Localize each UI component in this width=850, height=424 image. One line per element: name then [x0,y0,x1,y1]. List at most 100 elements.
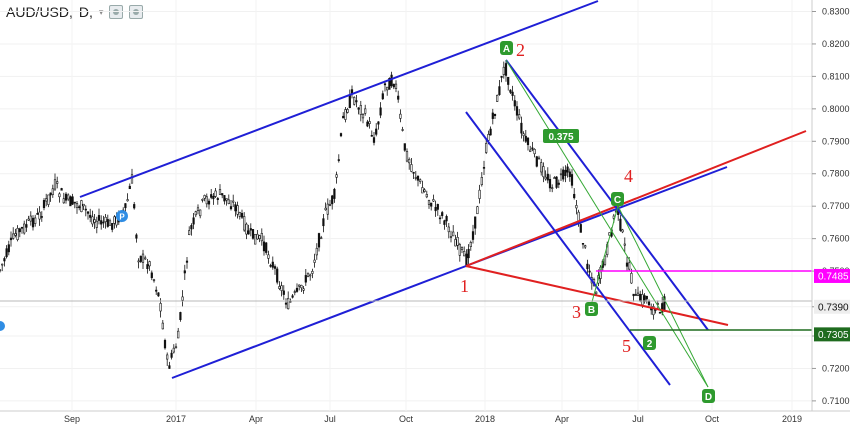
wave-label-3: 3 [572,302,581,322]
candle-body [465,253,468,267]
edge-marker [0,321,5,331]
candle-body [238,212,241,217]
candle-body [438,217,442,220]
candle-body [276,268,279,283]
symbol-title[interactable]: AUD/USD [6,4,70,20]
wave-label-2: 2 [516,40,525,60]
candle-body [645,295,648,300]
candle-body [529,149,532,152]
candle-body [262,241,266,252]
candle-body [392,83,395,88]
candle-body [511,91,514,96]
candle-body [291,295,294,298]
price-tick-label: 0.8000 [822,104,850,114]
candle-body [36,213,39,215]
candle-body [342,115,345,119]
candle-body [315,247,318,256]
candle-body [619,218,622,231]
candle-body [324,207,327,211]
candle-body [168,365,171,369]
candle-body [148,261,151,267]
price-axis[interactable]: 0.8300 0.8200 0.8100 0.8000 0.7900 0.7800 0.77… [811,0,850,411]
close-icon[interactable] [129,5,144,19]
candle-body [25,224,28,228]
candle-body [12,233,15,239]
candle-body [86,211,90,214]
candle-body [137,260,140,263]
settings-icon[interactable] [109,5,124,19]
candle-body [386,86,389,91]
fib-line-ad [505,59,709,388]
candle-body [34,217,37,224]
candle-body [445,216,448,222]
candle-body [346,109,349,113]
candle-body [320,237,323,240]
marker-2: 2 [643,336,656,350]
red-trend-line-up [465,130,807,267]
time-tick-label: Jul [324,414,336,424]
candle-body [1,263,4,266]
candle-body [201,199,204,201]
time-tick-label: Apr [249,414,263,424]
time-axis[interactable]: Sep 2017 Apr Jul Oct 2018 Apr Jul Oct 2019 [64,414,802,424]
svg-text:B: B [588,305,595,316]
pattern-markers[interactable]: A B C D 2 P 0.375 [0,41,715,403]
fib-line-cd [617,205,709,388]
candle-body [366,121,369,127]
candle-body [271,261,274,268]
price-tick-label: 0.7600 [822,234,850,244]
candle-body [256,233,259,240]
candle-body [458,244,461,256]
candle-body [394,83,398,89]
candle-body [212,195,215,200]
candle-body [575,205,578,209]
candle-body [348,94,351,109]
candle-body [566,166,569,173]
candle-body [584,245,587,248]
candle-body [128,185,131,190]
candle-body [102,221,105,224]
price-tag-label: 0.7485 [818,271,849,282]
candle-body [150,272,153,279]
candle-body [375,128,378,135]
marker-d: D [702,389,715,403]
candle-body [205,196,208,205]
candle-body [196,207,200,211]
trend-lines[interactable] [0,0,812,388]
candle-body [564,169,567,176]
candle-body [249,228,252,231]
candle-body [51,188,54,195]
candle-body [185,260,189,263]
candle-body [388,77,391,90]
candle-body [632,293,635,297]
candle-body [56,181,59,184]
candle-body [491,112,494,119]
price-tick-label: 0.7800 [822,169,850,179]
timeframe-label[interactable]: D [78,4,90,20]
candle-body [236,205,239,215]
candle-body [207,200,211,205]
time-tick-label: 2017 [166,414,186,424]
candle-body [621,229,624,233]
candle-body [64,193,68,201]
candle-body [42,200,46,209]
candle-body [135,234,138,239]
candle-body [480,177,483,186]
candle-body [383,83,387,86]
candle-body [161,322,164,330]
candle-body [23,223,26,234]
candle-body [16,228,19,241]
candle-body [485,143,488,153]
candle-body [155,289,158,292]
candle-body [586,263,589,270]
wave-label-5: 5 [622,336,631,356]
candle-body [199,209,202,217]
candle-body [416,175,420,181]
candle-body [377,121,380,125]
time-tick-label: Jul [632,414,644,424]
candle-body [595,291,598,295]
candle-body [573,193,576,199]
candlestick-series [0,60,666,369]
lower-channel-line [171,265,467,379]
